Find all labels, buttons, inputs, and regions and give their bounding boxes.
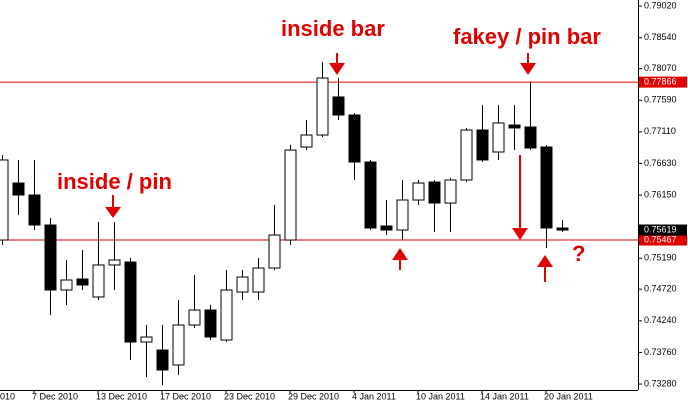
x-tick-label: 4 Jan 2011 <box>352 391 396 401</box>
annotation: inside bar <box>281 16 385 41</box>
last-price-label: 0.75619 <box>644 224 677 234</box>
candle-body <box>108 259 121 266</box>
candle-body <box>508 124 521 129</box>
y-tick-label: 0.73280 <box>644 378 677 388</box>
candle-body <box>220 289 233 341</box>
candle-body <box>524 126 537 149</box>
candle-body <box>540 146 553 229</box>
candle-body <box>156 349 169 371</box>
candle-body <box>332 96 345 116</box>
annotation: ? <box>572 241 585 266</box>
arrows <box>105 53 553 282</box>
price-label: 0.77866 <box>644 76 677 86</box>
candle-body <box>0 159 9 241</box>
x-tick-label: 7 Dec 2010 <box>32 391 78 401</box>
candle-body <box>316 77 329 136</box>
candle-body <box>412 182 425 201</box>
candle-body <box>236 276 249 293</box>
x-tick-label: 23 Dec 2010 <box>224 391 275 401</box>
y-tick-label: 0.76150 <box>644 189 677 199</box>
y-tick-label: 0.76630 <box>644 158 677 168</box>
candle-body <box>300 134 313 148</box>
price-box <box>639 76 687 88</box>
annotation: fakey / pin bar <box>453 24 601 49</box>
candle-body <box>28 194 41 226</box>
candle-body <box>460 129 473 181</box>
candle-body <box>364 161 377 229</box>
candle-body <box>92 264 105 298</box>
candle-body <box>396 199 409 231</box>
candle-body <box>476 129 489 161</box>
y-tick-label: 0.78070 <box>644 63 677 73</box>
arrow-head <box>537 255 553 267</box>
x-tick-label: 13 Dec 2010 <box>96 391 147 401</box>
y-tick-label: 0.73760 <box>644 347 677 357</box>
arrow-head <box>329 63 345 75</box>
candle-body <box>428 181 441 204</box>
x-tick-label: 17 Dec 2010 <box>160 391 211 401</box>
y-tick-label: 0.79020 <box>644 0 677 10</box>
y-tick-label: 0.78540 <box>644 32 677 42</box>
candle-body <box>140 336 153 343</box>
annotation: inside / pin <box>57 169 172 194</box>
candle-body <box>252 267 265 293</box>
last-price-box <box>639 224 687 236</box>
candle-body <box>204 309 217 338</box>
arrow-head <box>520 63 536 75</box>
arrow-head <box>105 207 121 218</box>
x-tick-label: 14 Jan 2011 <box>480 391 529 401</box>
y-tick-label: 0.75190 <box>644 253 677 263</box>
arrow-head <box>512 228 528 240</box>
candle-body <box>348 114 361 163</box>
x-tick-label: 010 <box>0 391 15 401</box>
price-box <box>639 234 687 246</box>
arrow-head <box>392 248 408 260</box>
candle-body <box>124 261 137 343</box>
candle-body <box>556 227 569 231</box>
candle-body <box>76 278 89 286</box>
y-tick-label: 0.77110 <box>644 126 676 136</box>
y-tick-label: 0.74240 <box>644 315 677 325</box>
price-label: 0.75467 <box>644 234 677 244</box>
y-tick-label: 0.77590 <box>644 95 677 105</box>
x-tick-label: 20 Jan 2011 <box>544 391 593 401</box>
candle-body <box>172 324 185 366</box>
candle-body <box>60 279 73 291</box>
candle-body <box>268 234 281 269</box>
x-tick-label: 10 Jan 2011 <box>416 391 465 401</box>
candle-body <box>444 179 457 204</box>
candle-body <box>188 309 201 326</box>
candle-body <box>12 182 25 196</box>
candle-body <box>44 224 57 291</box>
candle-body <box>284 149 297 241</box>
y-tick-label: 0.74720 <box>644 284 677 294</box>
candle-body <box>492 122 505 153</box>
x-tick-label: 29 Dec 2010 <box>288 391 339 401</box>
candle-body <box>380 225 393 231</box>
